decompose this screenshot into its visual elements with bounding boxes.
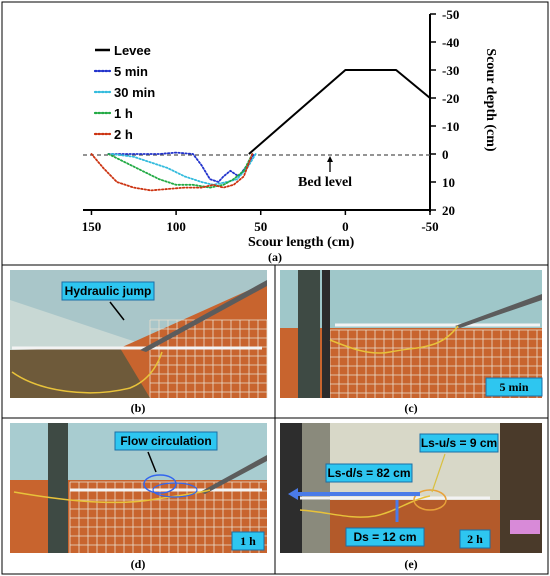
photo-d-levee-slope [200, 455, 267, 494]
y-tick-label: 10 [442, 175, 455, 190]
series-line-1-h [107, 153, 254, 189]
ls-us-leader [431, 453, 446, 493]
callout-hydraulic-jump-arrow [109, 301, 125, 321]
x-ticks: 150 100 50 0 -50 [82, 210, 439, 234]
photo-b-levee-slope [140, 280, 267, 352]
photo-b-sediment [10, 348, 150, 398]
photo-panel-c: 5 min (c) [280, 270, 543, 415]
panel-label-b: (b) [131, 401, 146, 415]
legend-label: 5 min [114, 64, 148, 79]
bed-level-arrowhead [327, 156, 333, 162]
callout-hydraulic-jump: Hydraulic jump [65, 284, 152, 298]
x-tick-label: 0 [342, 219, 349, 234]
x-tick-label: -50 [421, 219, 438, 234]
y-tick-label: 0 [442, 147, 449, 162]
legend-label: 2 h [114, 127, 133, 142]
y-axis-title: Scour depth (cm) [483, 48, 498, 152]
ls-us-box [419, 433, 499, 453]
legend: Levee 5 min 30 min 1 h 2 h [93, 43, 155, 142]
chart-panel: 150 100 50 0 -50 -50 -40 -30 -20 -10 0 10 20 Bed le… [82, 7, 498, 264]
series-line-2-h [90, 153, 254, 192]
badge-1h-box [231, 531, 265, 551]
y-tick-label: 20 [442, 203, 455, 218]
photo-panel-e: Ls-u/s = 9 cm Ls-d/s = 82 cm Ds = 12 cm … [280, 423, 542, 571]
photo-c-scour-profile [329, 325, 459, 354]
series-line-levee [248, 69, 431, 155]
circulation-ring-2 [152, 482, 198, 498]
badge-2h-box [459, 529, 491, 549]
legend-label: Levee [114, 43, 151, 58]
ds-label: Ds = 12 cm [353, 530, 416, 544]
callout-flow-circulation: Flow circulation [120, 434, 211, 448]
panel-label-a: (a) [268, 250, 282, 264]
x-axis-title: Scour length (cm) [248, 235, 355, 250]
y-tick-label: -30 [442, 63, 459, 78]
photo-c-post [298, 270, 320, 398]
x-tick-label: 150 [82, 219, 102, 234]
badge-5min: 5 min [499, 380, 528, 394]
photo-panel-d: Flow circulation 1 h (d) [10, 423, 267, 571]
y-tick-label: -40 [442, 35, 459, 50]
ls-us-label: Ls-u/s = 9 cm [421, 436, 497, 450]
photo-e-pink-object [510, 520, 540, 534]
panel-label-e: (e) [404, 557, 417, 571]
badge-1h: 1 h [240, 534, 256, 548]
series-layer [90, 69, 431, 192]
callout-flow-circulation-arrow [147, 451, 157, 473]
series-line-30-min [110, 153, 257, 186]
panel-label-c: (c) [404, 401, 417, 415]
photo-d-post [48, 423, 68, 553]
circulation-ring-1 [143, 474, 177, 494]
y-tick-label: -50 [442, 7, 459, 22]
bed-level-label: Bed level [298, 175, 352, 190]
photo-c-post-shadow [322, 270, 330, 398]
badge-5min-box [485, 377, 543, 397]
y-tick-label: -20 [442, 91, 459, 106]
photo-panel-b: Hydraulic jump (b) [10, 270, 268, 415]
callout-flow-circulation-box [114, 431, 218, 451]
photo-b-levee-tiles [120, 282, 267, 398]
x-tick-label: 100 [166, 219, 186, 234]
ls-ds-arrowhead [288, 488, 298, 500]
legend-label: 1 h [114, 106, 133, 121]
photo-c-levee-slope [455, 294, 542, 328]
photo-e-scour-profile [299, 495, 431, 518]
panel-label-d: (d) [131, 557, 146, 571]
badge-2h: 2 h [467, 532, 483, 546]
ds-box [345, 527, 425, 547]
x-tick-label: 50 [254, 219, 267, 234]
ls-ds-label: Ls-d/s = 82 cm [327, 466, 410, 480]
photo-e-post-left [280, 423, 302, 553]
legend-label: 30 min [114, 85, 155, 100]
callout-hydraulic-jump-box [61, 281, 155, 301]
photo-b-scour-profile [11, 351, 163, 394]
photo-d-scour-profile [13, 489, 211, 504]
y-tick-label: -10 [442, 119, 459, 134]
y-ticks: -50 -40 -30 -20 -10 0 10 20 [430, 7, 459, 218]
ls-ds-box [325, 463, 413, 483]
photo-e-upstream-scour [413, 489, 447, 511]
